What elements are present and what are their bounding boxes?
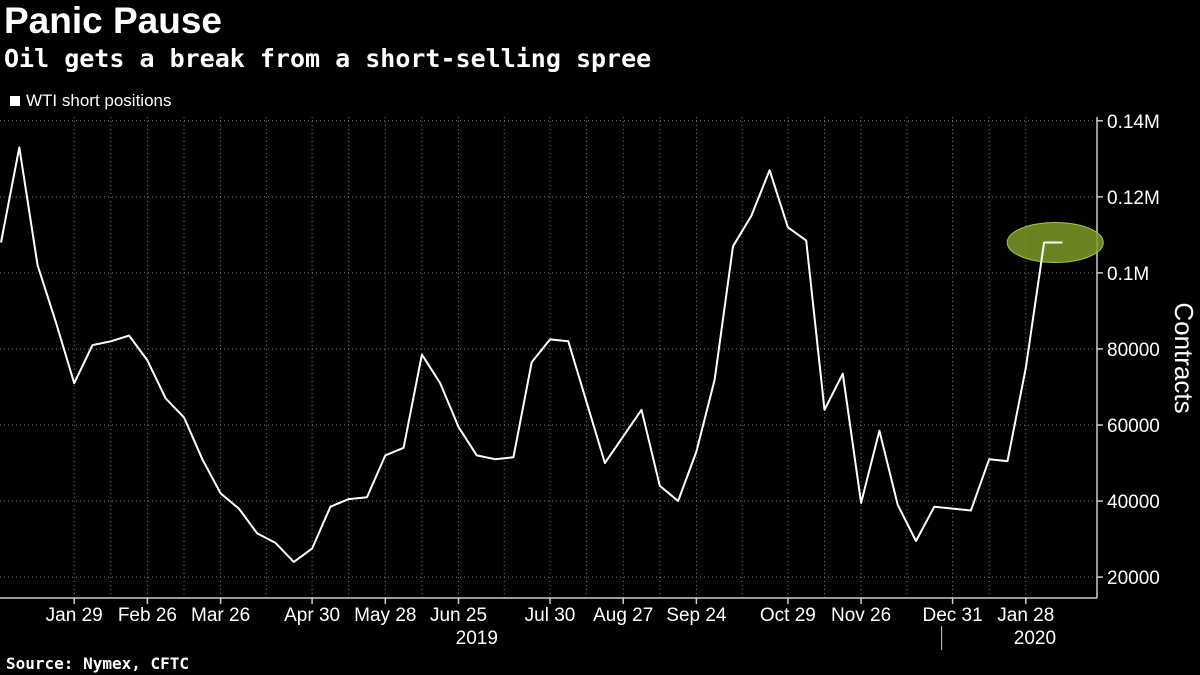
x-year-label: 2019: [456, 628, 498, 649]
x-tick-label: Jun 25: [430, 605, 487, 626]
legend-label: WTI short positions: [26, 91, 172, 110]
x-year-label: 2020: [1014, 628, 1056, 649]
y-axis-label: Contracts: [1169, 302, 1199, 413]
y-tick-label: 40000: [1107, 492, 1160, 513]
x-tick-label: Jul 30: [525, 605, 576, 626]
chart-subtitle: Oil gets a break from a short-selling sp…: [4, 44, 652, 73]
y-tick-label: 0.1M: [1107, 264, 1149, 285]
x-tick-label: Feb 26: [118, 605, 177, 626]
series-line-wti-short-positions: [0, 146, 1063, 563]
y-tick-label: 0.14M: [1107, 112, 1160, 133]
legend-swatch: [10, 96, 20, 106]
legend: WTI short positions: [10, 91, 172, 111]
x-tick-label: May 28: [354, 605, 416, 626]
x-tick-label: Dec 31: [922, 605, 982, 626]
x-tick-label: Jan 28: [997, 605, 1054, 626]
y-tick-label: 80000: [1107, 340, 1160, 361]
y-tick-label: 20000: [1107, 568, 1160, 589]
y-tick-label: 0.12M: [1107, 188, 1160, 209]
chart-title: Panic Pause: [4, 0, 223, 41]
x-tick-label: Aug 27: [593, 605, 653, 626]
source-note: Source: Nymex, CFTC: [6, 654, 190, 673]
x-tick-label: Mar 26: [191, 605, 250, 626]
x-tick-label: Nov 26: [831, 605, 891, 626]
x-tick-label: Sep 24: [666, 605, 727, 626]
x-tick-label: Oct 29: [760, 605, 816, 626]
y-tick-label: 60000: [1107, 416, 1160, 437]
x-tick-label: Apr 30: [284, 605, 340, 626]
x-tick-label: Jan 29: [46, 605, 103, 626]
